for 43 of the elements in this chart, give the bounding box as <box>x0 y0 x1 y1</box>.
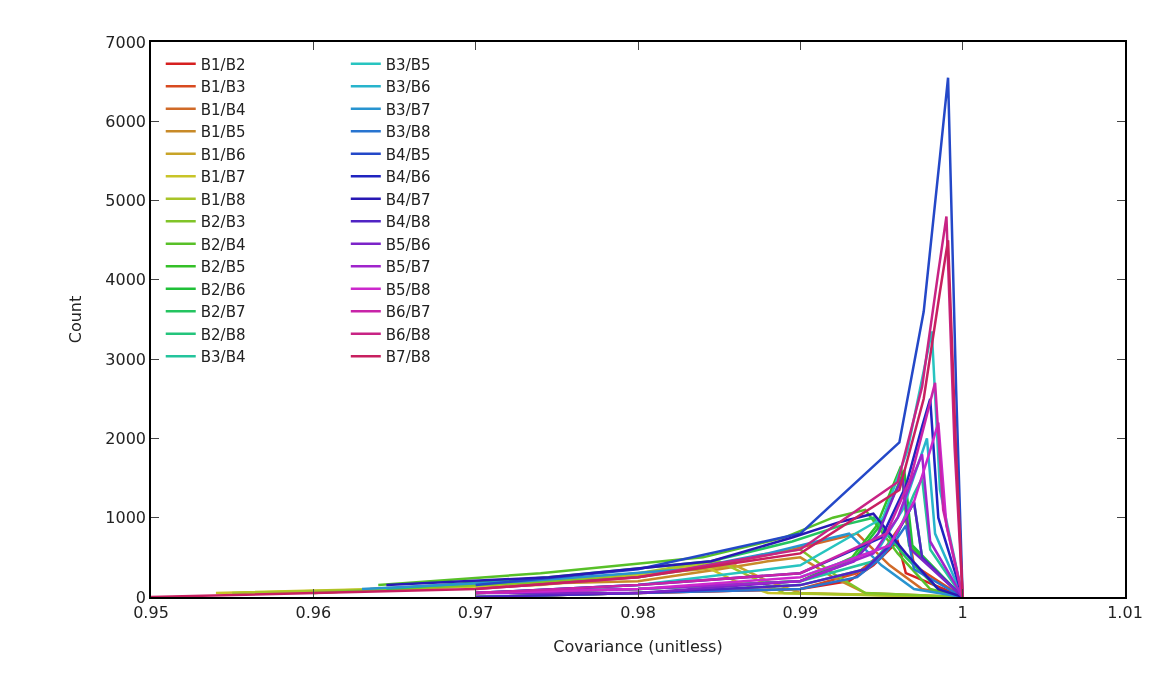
legend-label: B4/B6 <box>385 168 431 187</box>
legend-label: B2/B8 <box>200 325 246 344</box>
legend-label: B1/B6 <box>200 145 246 164</box>
legend-label: B6/B8 <box>385 325 431 344</box>
x-tick-label: 1.01 <box>1107 602 1143 622</box>
y-tick-label: 5000 <box>105 191 147 211</box>
legend-label: B1/B7 <box>200 168 246 187</box>
legend-label: B1/B5 <box>200 123 246 142</box>
y-tick-label: 1000 <box>105 508 147 528</box>
legend-label: B2/B3 <box>200 213 246 232</box>
x-axis-title: Covariance (unitless) <box>553 637 723 657</box>
legend-label: B1/B2 <box>200 55 246 74</box>
legend-label: B2/B4 <box>200 235 246 254</box>
legend-label: B3/B4 <box>200 348 246 367</box>
legend-label: B4/B8 <box>385 213 431 232</box>
x-tick-label: 0.96 <box>295 602 332 622</box>
legend-label: B2/B5 <box>200 258 246 277</box>
legend-label: B2/B7 <box>200 303 246 322</box>
y-tick-label: 7000 <box>105 32 147 52</box>
legend-label: B1/B3 <box>200 78 246 97</box>
x-tick-label: 1 <box>957 602 968 622</box>
legend-label: B6/B7 <box>385 303 431 322</box>
legend-label: B7/B8 <box>385 348 431 367</box>
x-tick-label: 0.98 <box>620 602 656 622</box>
legend-label: B5/B8 <box>385 280 431 299</box>
legend-label: B3/B5 <box>385 55 431 74</box>
y-tick-label: 4000 <box>105 270 147 290</box>
legend-label: B2/B6 <box>200 280 246 299</box>
legend-label: B5/B6 <box>385 235 431 254</box>
legend-label: B3/B8 <box>385 123 431 142</box>
y-tick-label: 2000 <box>105 429 147 449</box>
legend-label: B3/B6 <box>385 78 431 97</box>
y-tick-label: 3000 <box>105 349 147 369</box>
x-tick-label: 0.97 <box>457 602 494 622</box>
legend-label: B4/B7 <box>385 190 431 209</box>
y-tick-label: 6000 <box>105 111 147 131</box>
legend-label: B3/B7 <box>385 100 431 119</box>
legend-label: B1/B4 <box>200 100 246 119</box>
legend-label: B5/B7 <box>385 258 431 277</box>
legend-label: B4/B5 <box>385 145 431 164</box>
y-axis-title: Count <box>65 295 85 344</box>
x-tick-label: 0.99 <box>782 602 819 622</box>
legend-label: B1/B8 <box>200 190 246 209</box>
